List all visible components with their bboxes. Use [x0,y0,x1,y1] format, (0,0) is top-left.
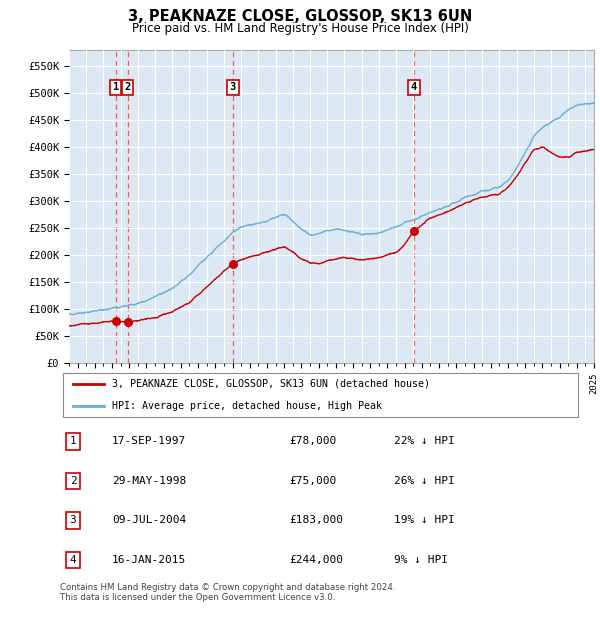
Text: Price paid vs. HM Land Registry's House Price Index (HPI): Price paid vs. HM Land Registry's House … [131,22,469,35]
Text: 2: 2 [70,476,76,486]
Text: 29-MAY-1998: 29-MAY-1998 [112,476,187,486]
Text: HPI: Average price, detached house, High Peak: HPI: Average price, detached house, High… [112,401,382,410]
Text: 1: 1 [70,436,76,446]
Text: £183,000: £183,000 [290,515,344,525]
Text: 2: 2 [125,82,131,92]
Text: 3: 3 [70,515,76,525]
Text: £78,000: £78,000 [290,436,337,446]
Text: £244,000: £244,000 [290,555,344,565]
Text: 16-JAN-2015: 16-JAN-2015 [112,555,187,565]
Text: 26% ↓ HPI: 26% ↓ HPI [394,476,455,486]
Text: 4: 4 [411,82,417,92]
Text: 3: 3 [230,82,236,92]
Text: This data is licensed under the Open Government Licence v3.0.: This data is licensed under the Open Gov… [60,593,335,602]
Text: Contains HM Land Registry data © Crown copyright and database right 2024.: Contains HM Land Registry data © Crown c… [60,583,395,592]
Text: 22% ↓ HPI: 22% ↓ HPI [394,436,455,446]
Text: 17-SEP-1997: 17-SEP-1997 [112,436,187,446]
FancyBboxPatch shape [62,373,578,417]
Text: 3, PEAKNAZE CLOSE, GLOSSOP, SK13 6UN: 3, PEAKNAZE CLOSE, GLOSSOP, SK13 6UN [128,9,472,24]
Text: 4: 4 [70,555,76,565]
Text: 19% ↓ HPI: 19% ↓ HPI [394,515,455,525]
Text: 09-JUL-2004: 09-JUL-2004 [112,515,187,525]
Text: 9% ↓ HPI: 9% ↓ HPI [394,555,448,565]
Text: 1: 1 [113,82,119,92]
Text: £75,000: £75,000 [290,476,337,486]
Text: 3, PEAKNAZE CLOSE, GLOSSOP, SK13 6UN (detached house): 3, PEAKNAZE CLOSE, GLOSSOP, SK13 6UN (de… [112,379,430,389]
